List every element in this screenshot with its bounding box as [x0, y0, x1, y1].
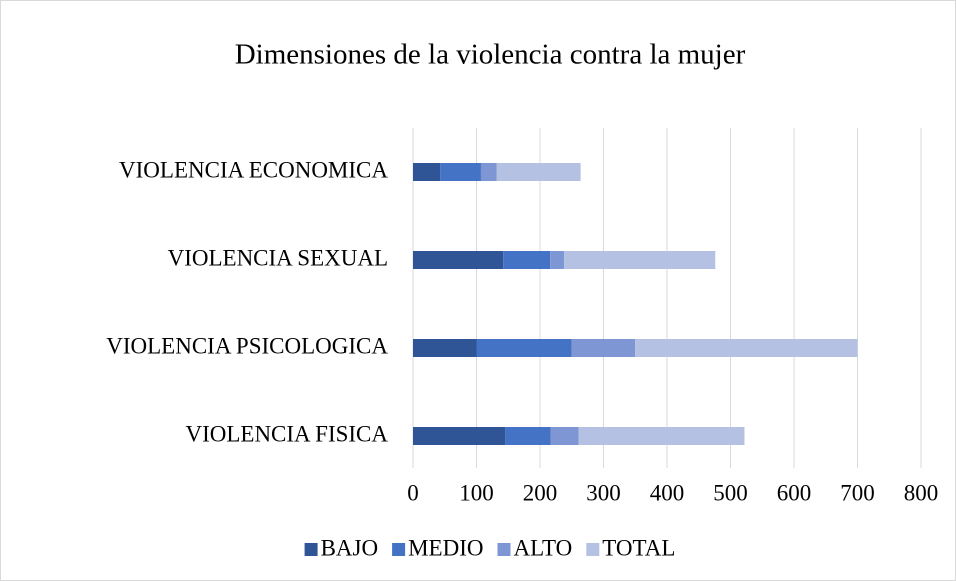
x-tick-label: 600 [777, 480, 812, 505]
legend-label: MEDIO [408, 535, 483, 560]
x-tick-label: 800 [904, 480, 939, 505]
legend-swatch [304, 543, 318, 556]
bar-segment [505, 427, 551, 445]
x-tick-label: 500 [713, 480, 748, 505]
x-tick-label: 200 [523, 480, 558, 505]
x-tick-label: 0 [407, 480, 419, 505]
x-tick-label: 300 [586, 480, 621, 505]
bar-segment [413, 427, 506, 445]
bar-segment [413, 163, 441, 181]
y-tick-label: VIOLENCIA ECONOMICA [119, 157, 388, 182]
legend-swatch [497, 543, 511, 556]
bar-segment [635, 339, 858, 357]
x-tick-label: 700 [840, 480, 875, 505]
x-tick-label: 400 [650, 480, 685, 505]
bar-segment [476, 339, 572, 357]
y-tick-label: VIOLENCIA FISICA [185, 421, 388, 446]
bar-segment [503, 251, 551, 269]
bar-segment [578, 427, 745, 445]
bar-segment [564, 251, 716, 269]
y-tick-label: VIOLENCIA PSICOLOGICA [106, 333, 388, 358]
bar-segment [550, 251, 565, 269]
chart-title: Dimensiones de la violencia contra la mu… [235, 39, 746, 71]
legend-label: TOTAL [602, 535, 675, 560]
bar-segment [413, 339, 477, 357]
y-tick-label: VIOLENCIA SEXUAL [168, 245, 388, 270]
legend-label: BAJO [321, 535, 379, 560]
bar-segment [480, 163, 497, 181]
bar-segment [440, 163, 481, 181]
legend-label: ALTO [513, 535, 572, 560]
bar-segment [571, 339, 636, 357]
legend-swatch [392, 543, 406, 556]
legend-swatch [586, 543, 600, 556]
bar-segment [413, 251, 504, 269]
x-tick-label: 100 [459, 480, 494, 505]
bar-segment [550, 427, 579, 445]
bar-segment [496, 163, 581, 181]
